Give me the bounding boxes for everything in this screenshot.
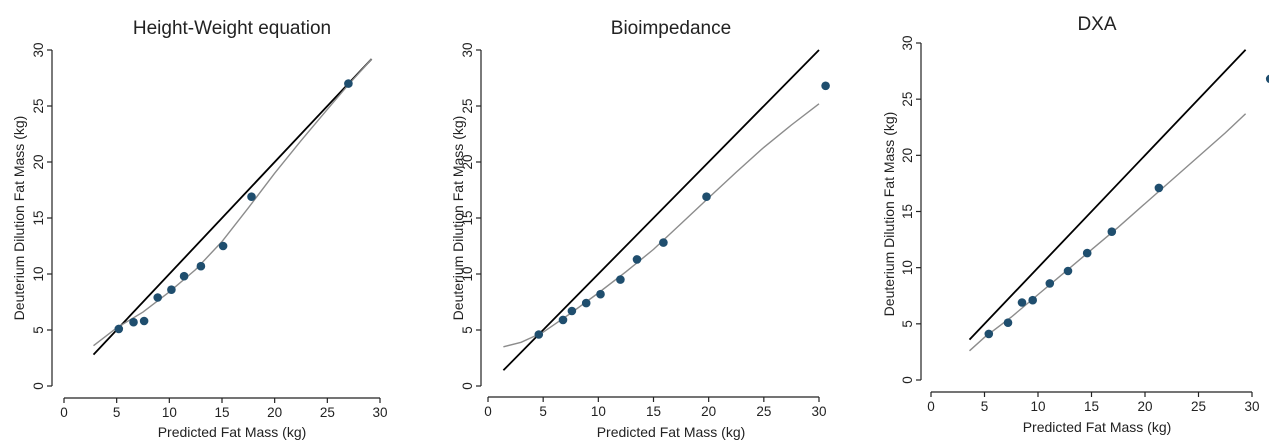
x-tick-label: 5 [539,404,547,419]
x-tick-label: 0 [60,405,68,420]
y-tick-label: 20 [460,154,475,169]
data-point [179,271,189,281]
data-point [1003,318,1013,328]
data-point [218,241,228,251]
identity-line [968,49,1247,341]
data-point [1028,295,1037,305]
marks [92,58,373,356]
y-tick-label: 10 [460,266,475,281]
x-axis-label: Predicted Fat Mass (kg) [1023,419,1172,435]
y-tick-label: 30 [460,42,475,57]
fit-curve [503,103,820,348]
chart-title: Bioimpedance [611,18,731,39]
data-point [167,285,176,295]
y-tick-label: 10 [900,260,915,275]
data-point [196,261,206,271]
y-tick-label: 15 [900,204,915,219]
chart-title: DXA [1077,14,1116,35]
y-tick-label: 25 [900,92,915,107]
y-tick-label: 20 [900,148,915,163]
axes: 0 5 10 15 20 25 30 0 5 10 15 20 25 30 [460,42,827,419]
data-point [247,192,256,201]
y-tick-label: 10 [31,266,46,281]
x-tick-label: 20 [267,405,282,420]
data-point [129,317,138,327]
y-axis-label: Deuterium Dilution Fat Mass (kg) [881,112,897,317]
y-tick-label: 0 [460,382,475,390]
x-axis-label: Predicted Fat Mass (kg) [597,424,746,440]
x-tick-label: 15 [214,405,229,420]
x-tick-label: 10 [1030,399,1045,414]
x-tick-label: 5 [113,405,121,420]
data-point [702,192,711,201]
data-point [1154,183,1164,193]
marks [502,49,830,371]
x-tick-label: 20 [701,404,716,419]
y-tick-label: 0 [31,382,46,390]
x-tick-label: 30 [1244,399,1259,414]
x-tick-label: 25 [320,405,335,420]
data-point [616,275,625,284]
data-point [344,79,353,88]
data-point [114,324,124,334]
data-point [1082,248,1092,258]
y-tick-label: 25 [31,98,46,113]
y-tick-label: 20 [31,154,46,169]
data-point [984,329,994,339]
marks [968,49,1269,352]
x-axis-label: Predicted Fat Mass (kg) [158,424,307,440]
x-tick-label: 15 [646,404,661,419]
x-tick-label: 10 [591,404,606,419]
x-tick-label: 0 [927,399,935,414]
x-tick-label: 25 [1191,399,1206,414]
data-point [581,298,591,308]
x-tick-label: 0 [484,404,492,419]
fit-curve [93,58,373,347]
x-tick-label: 30 [811,404,826,419]
axes: 0 5 10 15 20 25 30 0 5 10 15 20 25 30 [31,42,388,420]
x-tick-label: 20 [1137,399,1152,414]
data-point [1045,279,1055,288]
chart-title: Height-Weight equation [133,18,331,39]
x-tick-label: 15 [1084,399,1099,414]
data-point [659,238,668,247]
data-point [1107,227,1117,236]
x-tick-label: 30 [372,405,387,420]
y-tick-label: 15 [460,210,475,225]
panel-bioimpedance: Bioimpedance Deuterium Dilution Fat Mass… [450,18,830,440]
y-tick-label: 5 [900,320,915,328]
y-tick-label: 30 [900,35,915,50]
data-point [1265,74,1269,84]
x-tick-label: 10 [162,405,177,420]
axes: 0 5 10 15 20 25 30 0 5 10 15 20 25 30 [900,35,1260,414]
y-axis-label: Deuterium Dilution Fat Mass (kg) [450,116,466,321]
data-point [596,289,605,299]
panel-height-weight: Height-Weight equation Deuterium Dilutio… [11,18,388,440]
y-tick-label: 0 [900,376,915,384]
data-point [1017,298,1027,307]
data-point [153,293,162,302]
identity-line [92,58,373,356]
x-tick-label: 25 [756,404,771,419]
data-point [534,330,544,339]
data-point [821,81,830,91]
y-tick-label: 15 [31,210,46,225]
y-tick-label: 5 [460,326,475,334]
y-tick-label: 25 [460,98,475,113]
data-point [139,316,149,326]
x-tick-label: 5 [981,399,989,414]
y-axis-label: Deuterium Dilution Fat Mass (kg) [11,116,27,321]
y-tick-label: 5 [31,326,46,334]
data-point [632,255,642,264]
y-tick-label: 30 [31,42,46,57]
data-point [1063,266,1073,276]
data-point [558,315,568,325]
identity-line [502,49,820,371]
data-point [567,306,577,316]
panel-dxa: DXA Deuterium Dilution Fat Mass (kg) Pre… [881,14,1269,435]
